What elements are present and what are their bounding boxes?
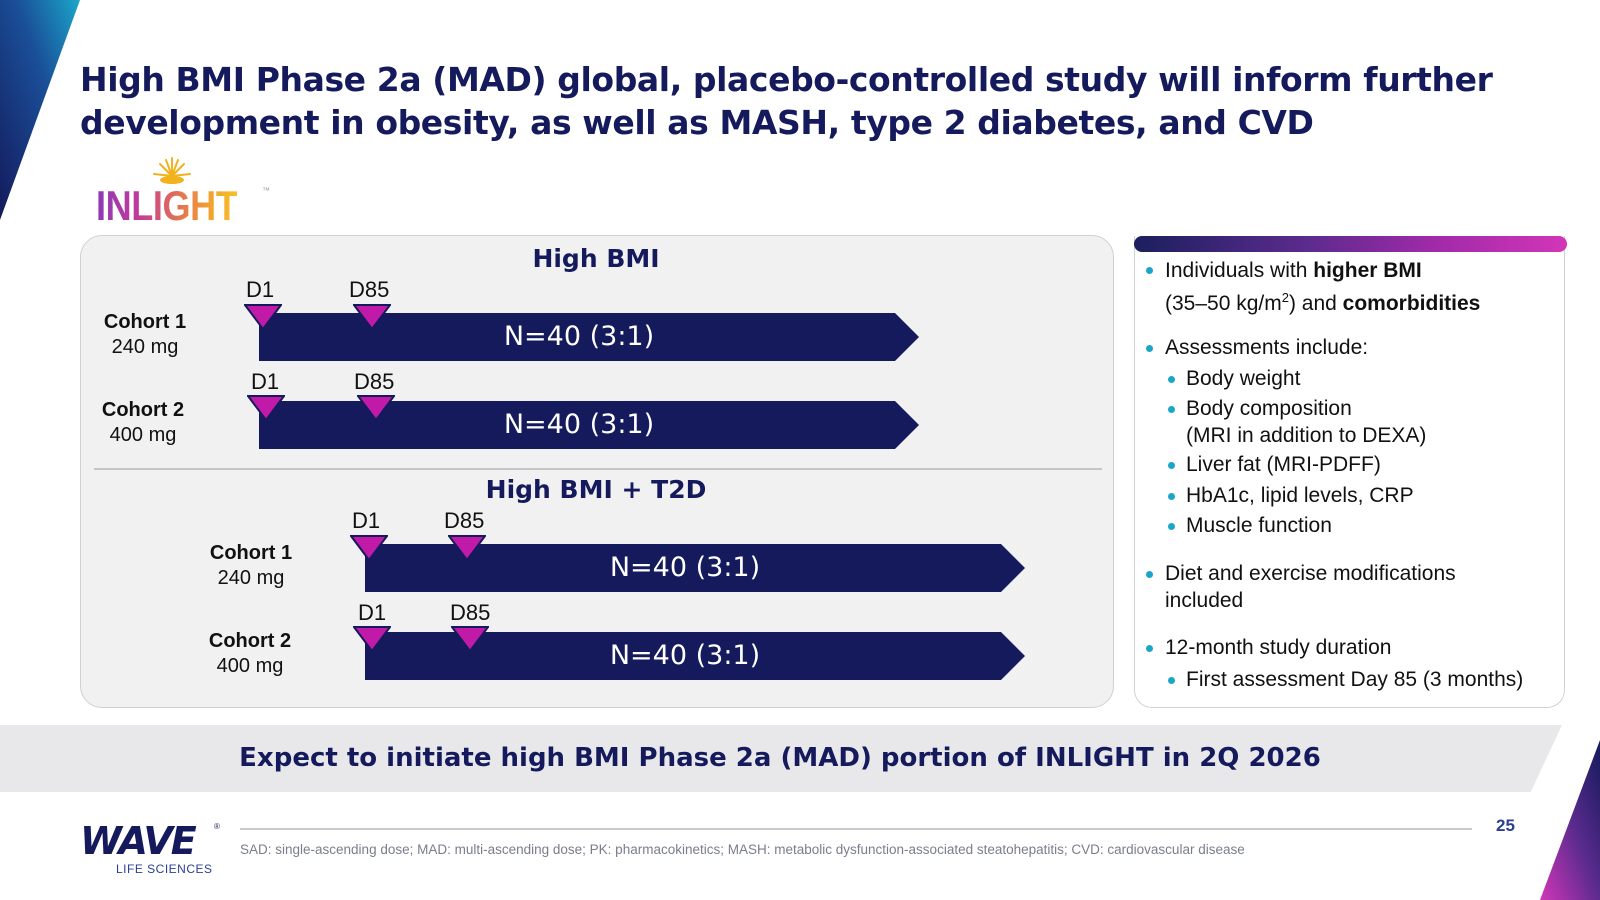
d85-marker-icon [451,626,489,652]
inlight-wordmark: INLIGHT [96,182,238,229]
cohort-arrow: N=40 (3:1) [365,632,1025,680]
day-label-d1: D1 [352,508,381,533]
superscript: 2 [1281,290,1289,305]
d1-marker-icon [247,395,285,421]
sub-bullet-item: Muscle function [1186,514,1332,537]
day-label-d1: D1 [246,277,275,302]
callout-banner-text: Expect to initiate high BMI Phase 2a (MA… [239,743,1321,773]
bullet-bold-text: higher BMI [1313,259,1422,282]
cohort-label: Cohort 1 240 mg [80,310,210,360]
wave-subtitle: LIFE SCIENCES [116,862,213,876]
bullet-diet: Diet and exercise modifications [1165,562,1456,585]
page-title-line-2: development in obesity, as well as MASH,… [80,103,1314,142]
cohort-label: Cohort 1 240 mg [186,541,316,591]
cohort-label: Cohort 2 400 mg [78,398,208,448]
bullet-icon [1146,345,1153,352]
bullet-assessments: Assessments include: [1165,336,1369,359]
panel-accent-bar [1134,236,1567,252]
bullet-duration: 12-month study duration [1165,636,1392,659]
sub-bullet-item: First assessment Day 85 (3 months) [1186,668,1524,691]
sub-bullet-icon [1168,462,1175,469]
sub-bullet-icon [1168,523,1175,530]
bullet-icon [1146,571,1153,578]
group-title-high-bmi: High BMI [532,244,660,273]
page-title: High BMI Phase 2a (MAD) global, placebo-… [80,58,1540,144]
enrollment-label: N=40 (3:1) [503,321,655,352]
day-label-d1: D1 [358,600,387,625]
inlight-logo: INLIGHT ™ [96,156,286,230]
sunburst-icon [153,157,191,184]
bullet-population: Individuals with higher BMI [1165,257,1422,284]
d85-marker-icon [357,395,395,421]
page-number: 25 [1496,816,1515,835]
d1-marker-icon [353,626,391,652]
footnote: SAD: single-ascending dose; MAD: multi-a… [240,842,1245,857]
sub-bullet-item-continued: (MRI in addition to DEXA) [1186,424,1427,447]
bullet-diet-continued: included [1165,589,1244,612]
sub-bullet-icon [1168,376,1175,383]
cohort-arrow: N=40 (3:1) [259,401,919,449]
cohort-dose: 240 mg [217,567,285,589]
cohort-arrow: N=40 (3:1) [259,313,919,361]
bullet-text: Individuals with [1165,259,1314,282]
bullet-text: (35–50 kg/m [1165,292,1282,315]
corner-decoration-bottom-right [1540,740,1600,900]
cohort-arrow: N=40 (3:1) [365,544,1025,592]
sub-bullet-icon [1168,493,1175,500]
d1-marker-icon [244,304,282,330]
wave-wordmark: WAVE [80,819,197,863]
cohort-label: Cohort 2 400 mg [185,629,315,679]
day-label-d85: D85 [349,277,390,302]
wave-logo: WAVE ® LIFE SCIENCES [80,822,220,882]
cohort-dose: 400 mg [216,655,284,677]
bullet-text: ) and [1288,292,1343,315]
enrollment-label: N=40 (3:1) [503,409,655,440]
footer-divider [240,828,1472,830]
cohort-dose: 240 mg [111,336,179,358]
d85-marker-icon [353,304,391,330]
sub-bullet-icon [1168,677,1175,684]
trademark-symbol: ™ [262,186,270,195]
bullet-bold-text: comorbidities [1342,292,1481,315]
page-title-line-1: High BMI Phase 2a (MAD) global, placebo-… [80,60,1493,99]
group-title-high-bmi-t2d: High BMI + T2D [485,475,707,504]
sub-bullet-item: Body weight [1186,367,1301,390]
enrollment-label: N=40 (3:1) [609,640,761,671]
sub-bullet-item: Body composition [1186,397,1352,420]
corner-decoration-top-left [0,0,80,220]
study-details-panel [1134,236,1565,708]
callout-banner [0,725,1562,792]
cohort-name: Cohort 1 [209,542,293,564]
group-divider [94,468,1102,470]
day-label-d85: D85 [354,369,395,394]
cohort-name: Cohort 1 [103,311,187,333]
bullet-icon [1146,267,1153,274]
sub-bullet-item: HbA1c, lipid levels, CRP [1186,484,1414,507]
sub-bullet-item: Liver fat (MRI-PDFF) [1186,453,1381,476]
day-label-d1: D1 [251,369,280,394]
cohort-name: Cohort 2 [101,399,185,421]
day-label-d85: D85 [444,508,485,533]
cohort-dose: 400 mg [109,424,177,446]
sub-bullet-icon [1168,406,1175,413]
bullet-icon [1146,645,1153,652]
registered-symbol: ® [214,822,220,831]
d85-marker-icon [448,535,486,561]
d1-marker-icon [350,535,388,561]
enrollment-label: N=40 (3:1) [609,552,761,583]
day-label-d85: D85 [450,600,491,625]
cohort-name: Cohort 2 [208,630,292,652]
bullet-population-range: (35–50 kg/m2) and comorbidities [1165,284,1480,317]
